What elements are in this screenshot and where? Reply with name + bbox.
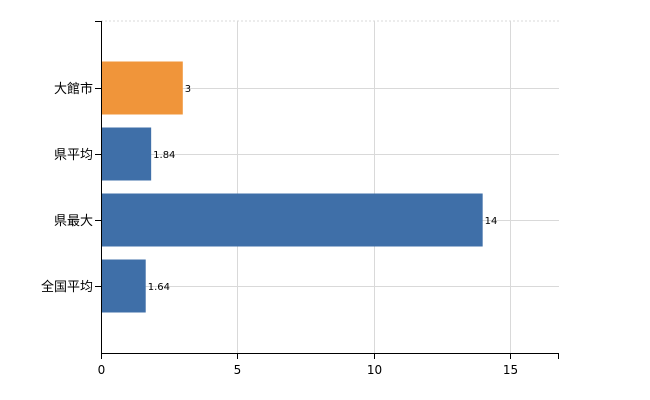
data-label-0: 3 [185, 84, 191, 95]
x-tick-label-0: 0 [98, 363, 106, 377]
data-label-3: 1.64 [148, 282, 170, 293]
data-label-1: 1.84 [153, 150, 175, 161]
bar-2 [101, 193, 483, 247]
bar-3 [101, 259, 146, 313]
x-tick-label-3: 15 [503, 363, 518, 377]
category-label-3: 全国平均 [41, 279, 93, 295]
x-tick-label-2: 10 [367, 363, 382, 377]
category-label-1: 県平均 [54, 148, 93, 163]
bar-0 [101, 61, 183, 115]
category-label-0: 大館市 [54, 81, 93, 97]
bar-1 [101, 127, 152, 181]
category-label-2: 県最大 [54, 214, 93, 229]
x-tick-label-1: 5 [234, 363, 242, 377]
data-label-2: 14 [485, 216, 498, 227]
